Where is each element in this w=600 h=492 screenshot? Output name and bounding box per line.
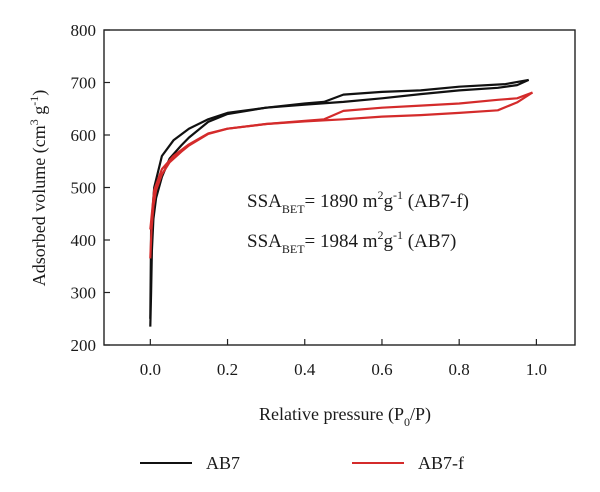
annotation-ab7f: SSABET= 1890 m2g-1 (AB7-f) xyxy=(247,188,469,216)
x-tick-label: 0.4 xyxy=(294,360,316,379)
y-tick-label: 500 xyxy=(71,179,97,198)
y-tick-label: 300 xyxy=(71,284,97,303)
legend-label-ab7: AB7 xyxy=(206,453,240,473)
x-tick-label: 0.2 xyxy=(217,360,238,379)
x-tick-label: 1.0 xyxy=(526,360,547,379)
annotation-ab7: SSABET= 1984 m2g-1 (AB7) xyxy=(247,228,456,256)
x-tick-label: 0.0 xyxy=(140,360,161,379)
legend: AB7 AB7-f xyxy=(140,453,464,473)
plot-frame xyxy=(103,29,576,346)
series-layer xyxy=(149,78,534,327)
y-tick-label: 700 xyxy=(71,74,97,93)
tick-labels: 0.0 0.2 0.4 0.6 0.8 1.0 200 300 400 500 600 700 800 xyxy=(71,21,548,379)
x-tick-label: 0.6 xyxy=(371,360,392,379)
y-tick-label: 200 xyxy=(71,336,97,355)
axis-ticks xyxy=(104,29,537,346)
series-line-ab7-adsorption xyxy=(149,78,530,327)
y-tick-label: 800 xyxy=(71,21,97,40)
y-tick-label: 400 xyxy=(71,231,97,250)
x-axis-label: Relative pressure (P0/P) xyxy=(259,404,431,429)
legend-label-ab7-f: AB7-f xyxy=(418,453,464,473)
series-line-ab7-f-desorption xyxy=(149,91,533,230)
y-axis-label: Adsorbed volume (cm3 g-1) xyxy=(27,90,50,286)
series-line-ab7-desorption xyxy=(149,78,529,319)
y-tick-label: 600 xyxy=(71,126,97,145)
x-tick-label: 0.8 xyxy=(449,360,470,379)
